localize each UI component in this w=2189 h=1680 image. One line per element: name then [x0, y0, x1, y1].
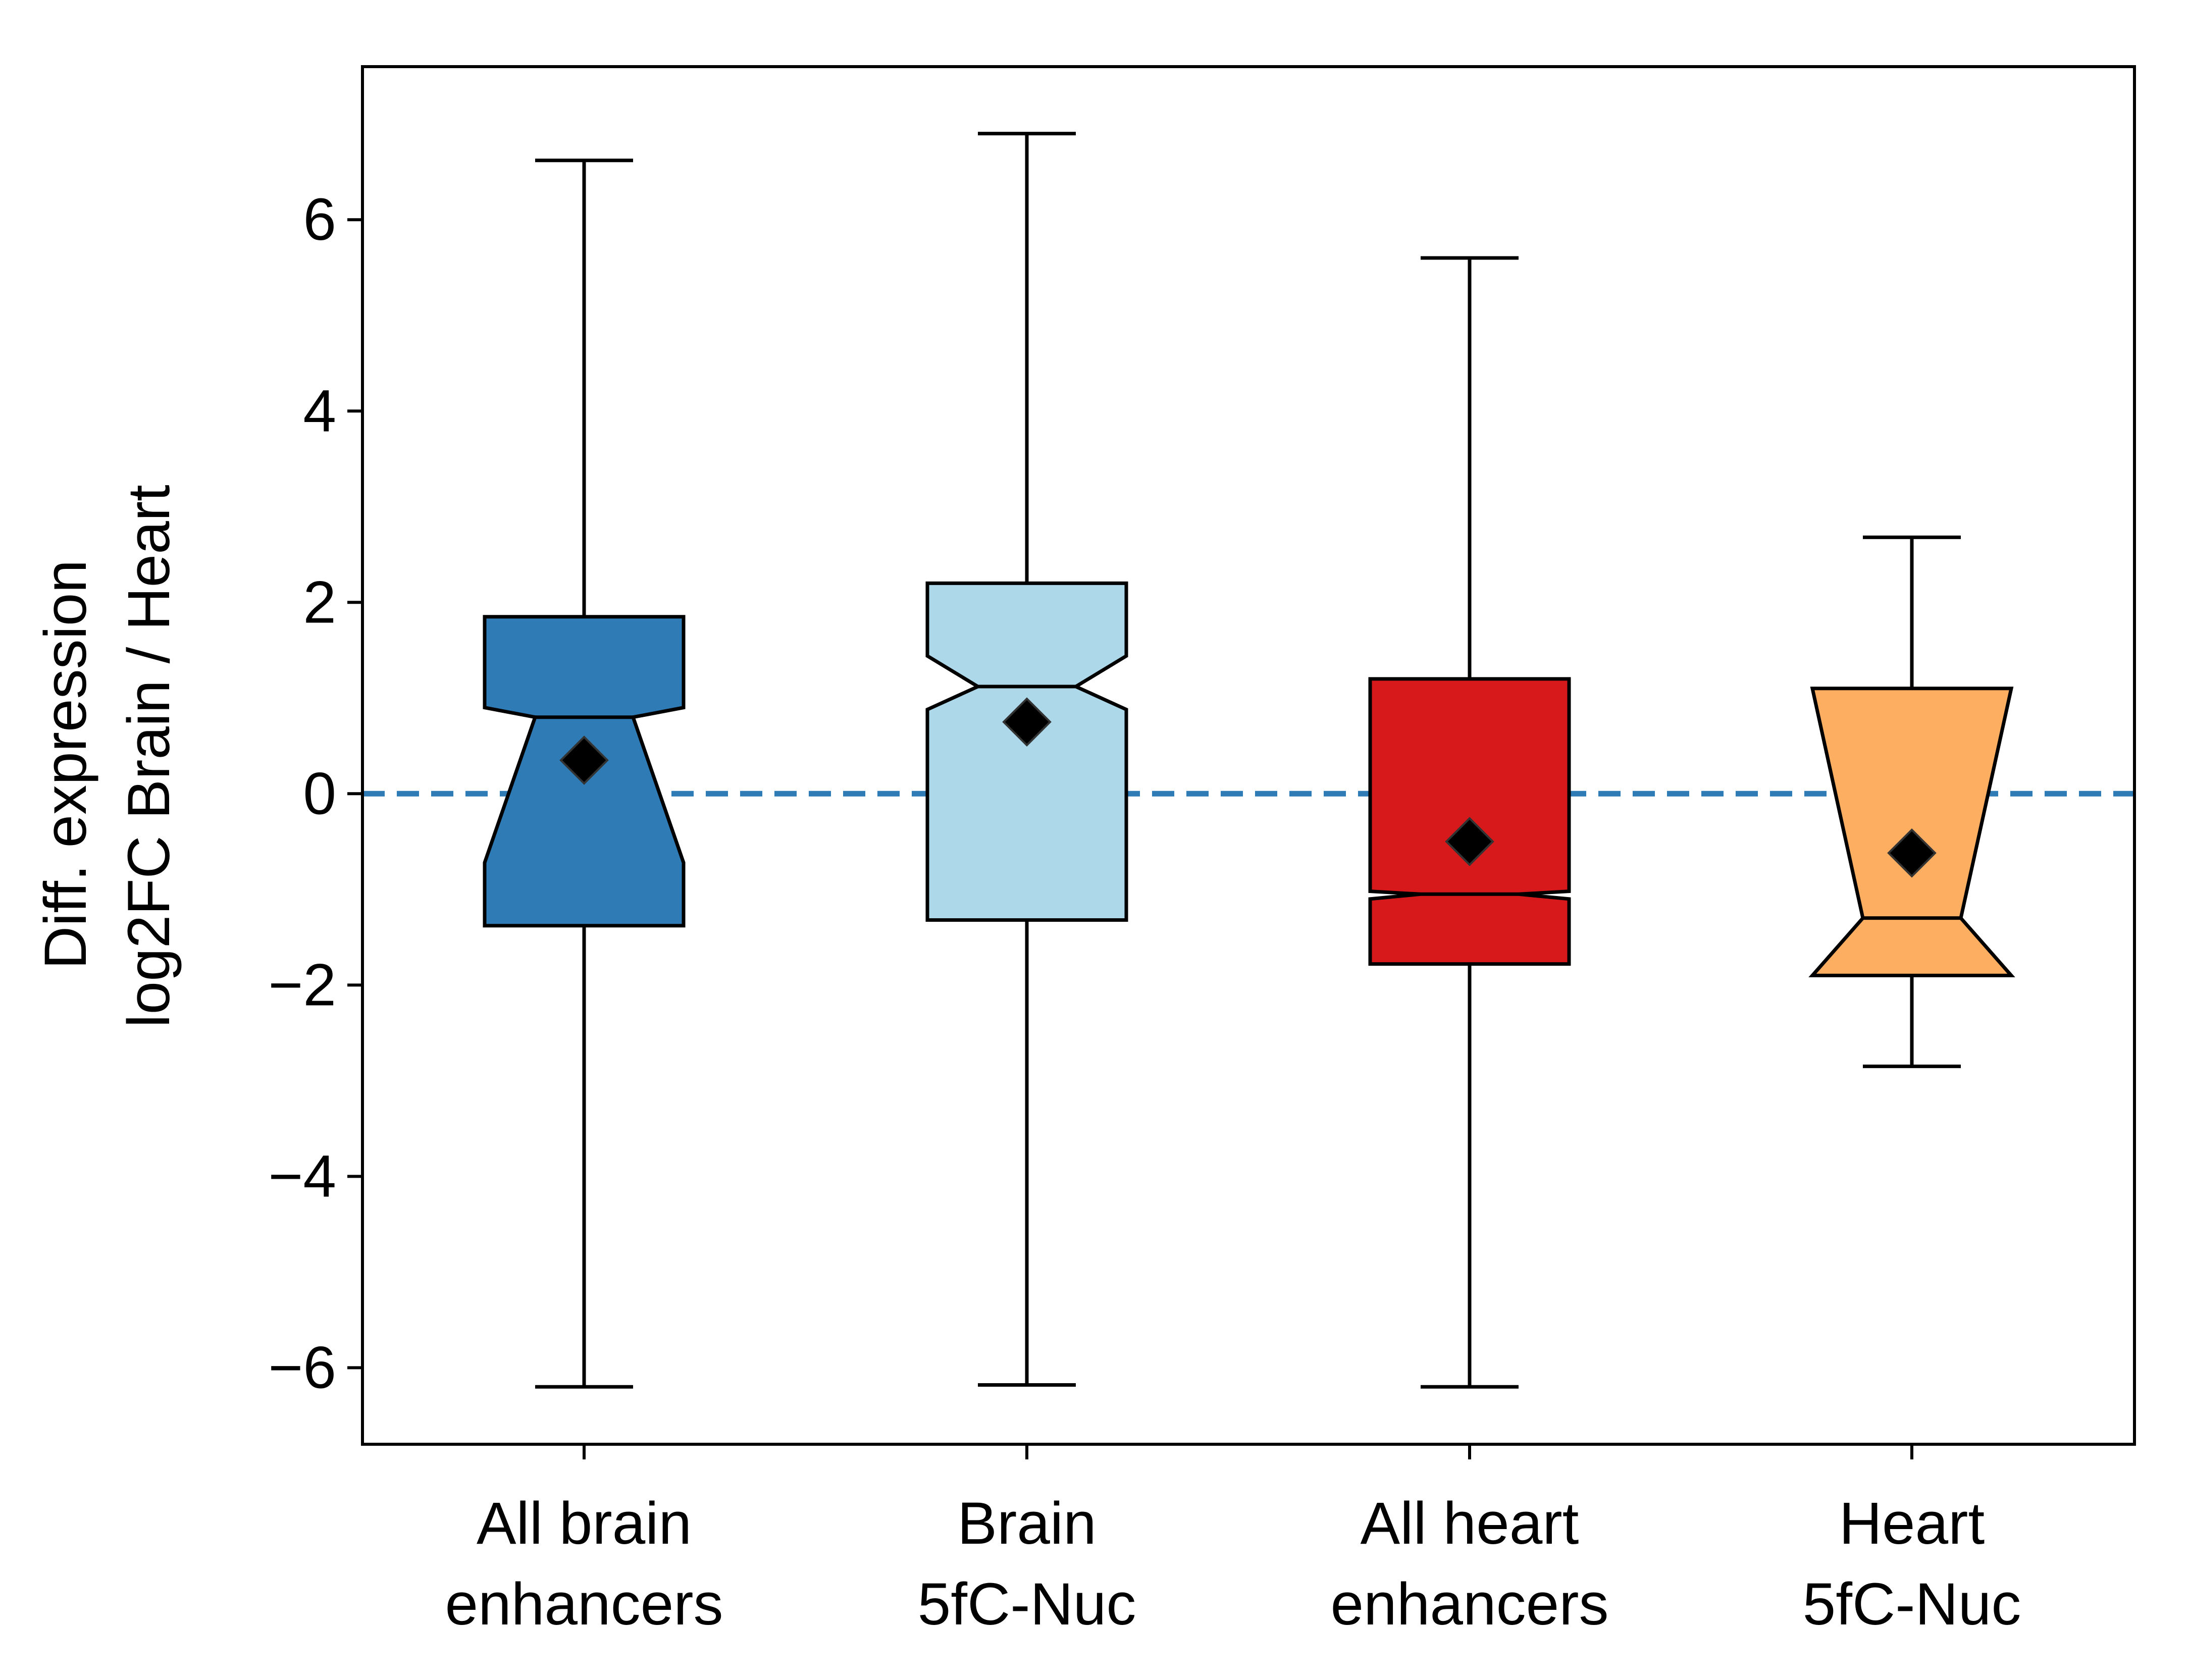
- y-axis-label: Diff. expression log2FC Brain / Heart: [32, 485, 182, 1028]
- mean-marker: [1445, 817, 1494, 866]
- y-tick-label: 0: [303, 760, 336, 827]
- x-axis: All brain enhancers Brain 5fC-Nuc All heart e…: [445, 1444, 2021, 1638]
- x-tick-label-line: 5fC-Nuc: [1803, 1571, 2021, 1638]
- x-tick-label: Heart 5fC-Nuc: [1803, 1490, 2021, 1638]
- x-tick-label-line: Brain: [957, 1490, 1096, 1557]
- y-tick-label: 4: [303, 378, 336, 444]
- y-tick-label: 6: [303, 186, 336, 253]
- y-axis: 6 4 2 0 −2 −4 −6: [268, 186, 362, 1401]
- y-tick-label: 2: [303, 569, 336, 636]
- notched-box: [925, 581, 1128, 922]
- y-axis-label-line-1: Diff. expression: [32, 560, 99, 969]
- x-tick-label-line: enhancers: [445, 1571, 723, 1638]
- x-tick-label: All heart enhancers: [1330, 1490, 1608, 1638]
- mean-marker: [1002, 697, 1052, 747]
- mean-marker: [1887, 828, 1937, 878]
- y-tick-label: −4: [268, 1143, 336, 1210]
- boxes-layer: [483, 132, 2015, 1389]
- y-tick-label: −6: [268, 1334, 336, 1401]
- box-1: [483, 159, 686, 1389]
- box-3: [1368, 256, 1571, 1389]
- plot-frame: [361, 65, 2136, 1446]
- box-4: [1808, 535, 2015, 1068]
- x-tick-label-line: All brain: [477, 1490, 692, 1557]
- x-tick-label-line: 5fC-Nuc: [918, 1571, 1136, 1638]
- mean-marker: [559, 736, 609, 785]
- y-tick-label: −2: [268, 952, 336, 1018]
- box-2: [925, 132, 1128, 1387]
- y-axis-label-line-2: log2FC Brain / Heart: [116, 485, 182, 1028]
- x-tick-label-line: enhancers: [1330, 1571, 1608, 1638]
- x-tick-label-line: All heart: [1361, 1490, 1579, 1557]
- x-tick-label: All brain enhancers: [445, 1490, 723, 1638]
- x-tick-label-line: Heart: [1839, 1490, 1985, 1557]
- x-tick-label: Brain 5fC-Nuc: [918, 1490, 1136, 1638]
